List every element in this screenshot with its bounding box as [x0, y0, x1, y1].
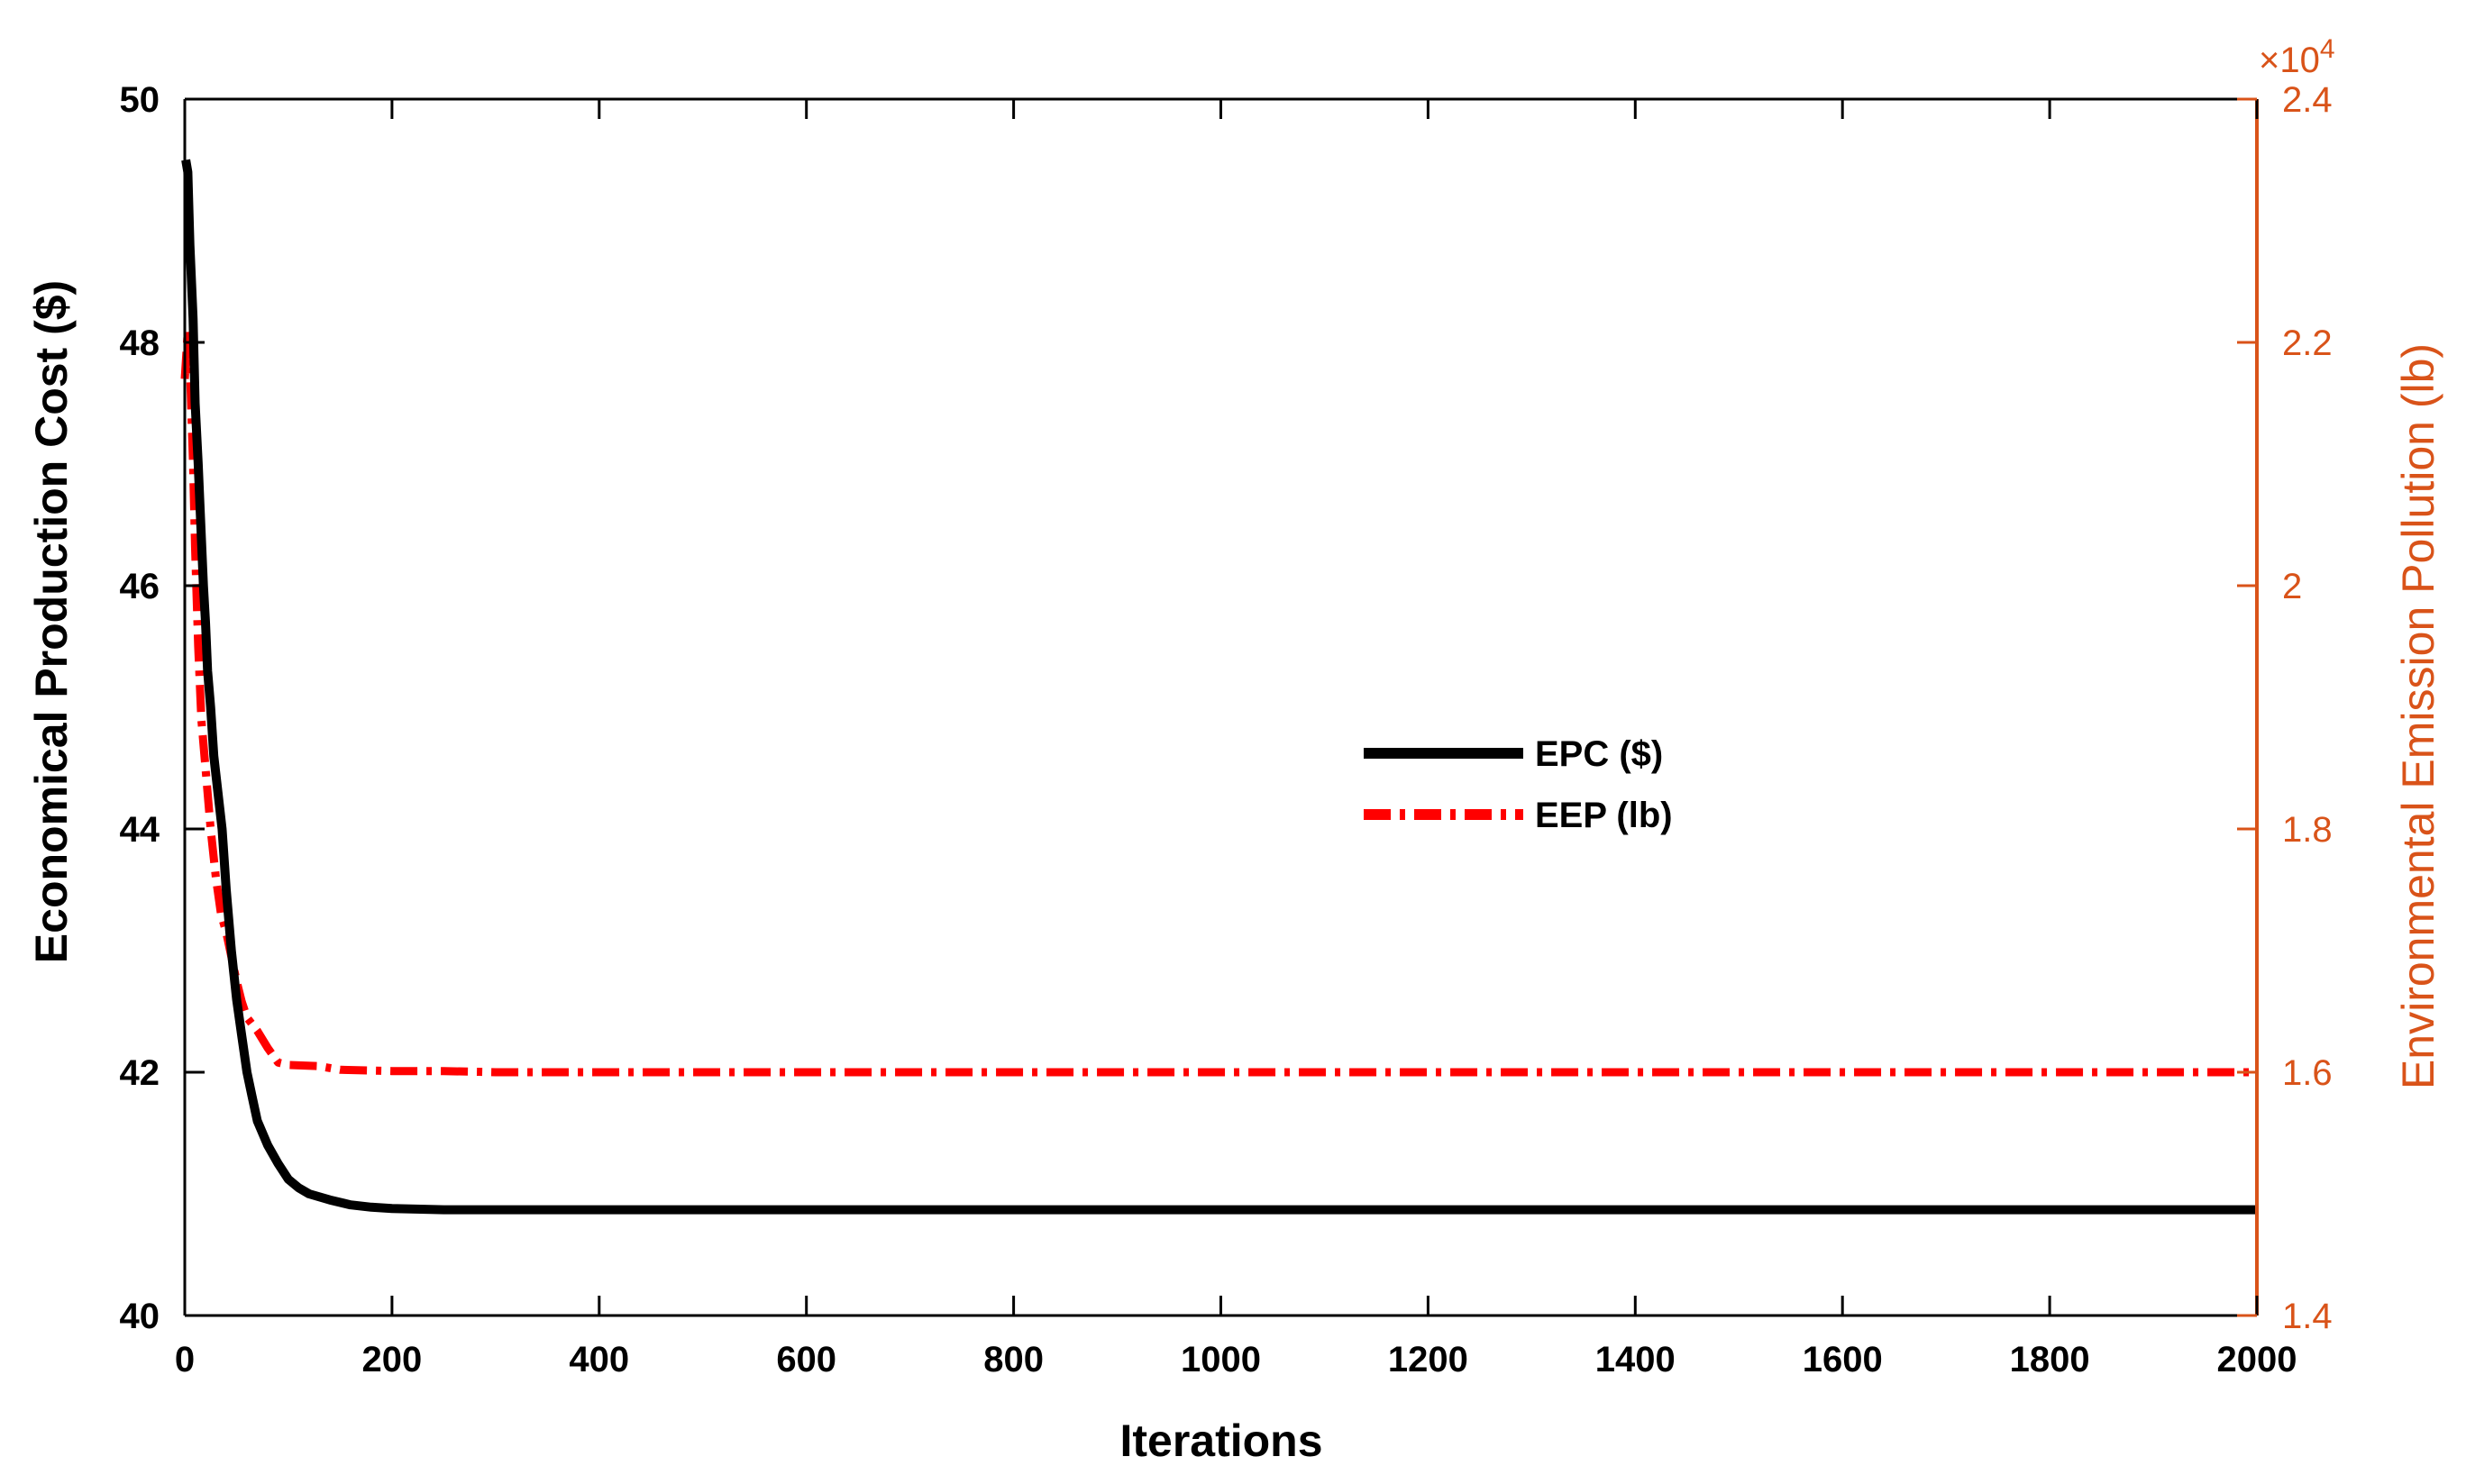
x-tick-label: 1000	[1181, 1340, 1261, 1379]
y-left-tick-label: 44	[120, 810, 160, 850]
y-right-tick-label: 2.2	[2282, 323, 2333, 363]
x-tick-label: 0	[175, 1340, 195, 1379]
y-right-tick-label: 1.4	[2282, 1297, 2333, 1336]
y-axis-left-title: Economical Production Cost ($)	[26, 280, 77, 963]
y-right-tick-label: 2	[2282, 567, 2302, 606]
x-tick-label: 1800	[2010, 1340, 2090, 1379]
x-tick-label: 1600	[1803, 1340, 1883, 1379]
x-tick-label: 1400	[1595, 1340, 1676, 1379]
x-tick-label: 400	[569, 1340, 629, 1379]
legend-label-epc: EPC ($)	[1535, 734, 1663, 774]
y-axis-right-title: Environmental Emission Pollution (lb)	[2393, 343, 2443, 1089]
legend: EPC ($) EEP (lb)	[1364, 734, 1673, 835]
x-tick-label: 2000	[2217, 1340, 2297, 1379]
x-tick-label: 1200	[1388, 1340, 1468, 1379]
x-tick-label: 600	[776, 1340, 836, 1379]
y-right-tick-label: 2.4	[2282, 80, 2333, 120]
y-left-tick-label: 42	[120, 1053, 160, 1093]
y-right-tick-label: 1.8	[2282, 810, 2333, 850]
y-right-multiplier-exp: 4	[2320, 34, 2335, 64]
y-left-tick-label: 46	[120, 567, 160, 606]
x-tick-label: 200	[362, 1340, 423, 1379]
y-right-tick-label: 1.6	[2282, 1053, 2333, 1093]
series-line-epc	[181, 159, 2257, 1215]
x-tick-label: 800	[983, 1340, 1044, 1379]
y-left-tick-label: 50	[120, 80, 160, 120]
axes	[183, 97, 2259, 1317]
legend-label-eep: EEP (lb)	[1535, 796, 1673, 835]
y-right-exponent-label: ×104	[2259, 34, 2335, 80]
y-left-tick-label: 48	[120, 323, 160, 363]
x-axis-title: Iterations	[1119, 1416, 1322, 1466]
y-left-tick-label: 40	[120, 1297, 160, 1336]
tick-labels: 0 200 400 600 800 1000 1200 1400 1600 1800 2000 40 4…	[120, 80, 2333, 1379]
y-right-multiplier: ×10	[2259, 41, 2320, 80]
plot-lines	[180, 159, 2257, 1215]
